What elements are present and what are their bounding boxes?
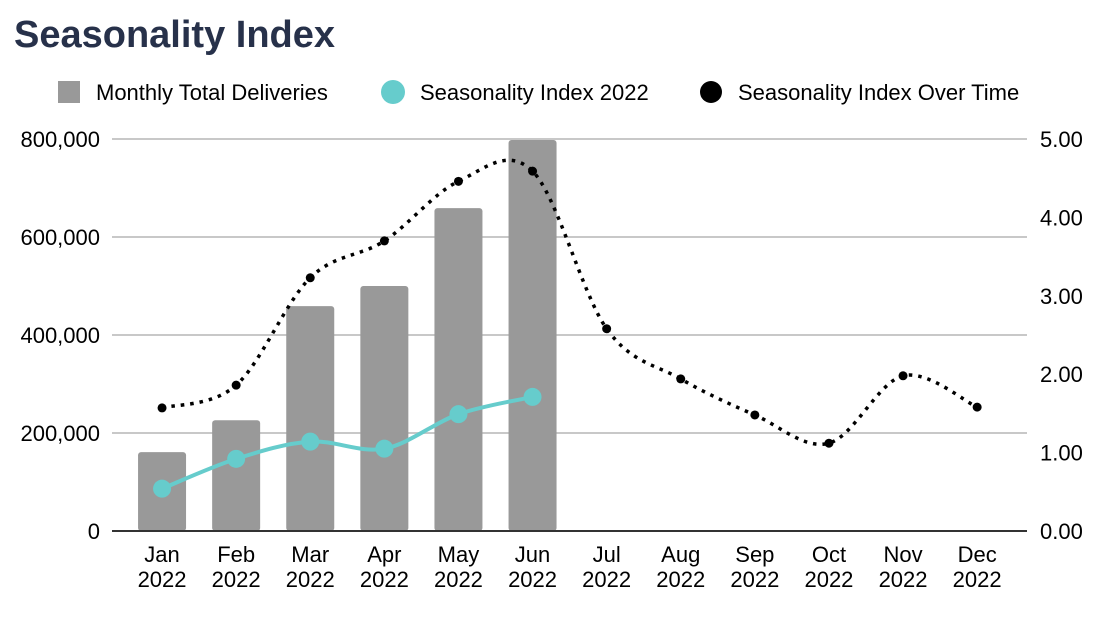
point-over-time (824, 438, 834, 448)
bar (286, 306, 335, 531)
y-left-tick-label: 800,000 (20, 127, 100, 152)
x-tick-label: Aug 2022 (656, 542, 705, 592)
y-right-tick-label: 3.00 (1040, 284, 1083, 309)
legend-label: Monthly Total Deliveries (96, 80, 328, 105)
point-2022 (449, 405, 468, 424)
y-left-tick-label: 0 (88, 519, 100, 544)
point-over-time (157, 403, 167, 413)
point-over-time (898, 371, 908, 381)
point-2022 (153, 479, 172, 498)
y-right-tick-label: 4.00 (1040, 205, 1083, 230)
point-over-time (379, 236, 389, 246)
x-tick-label: Nov 2022 (879, 542, 928, 592)
point-2022 (301, 432, 320, 451)
legend-swatch-2022 (381, 80, 405, 104)
chart-title: Seasonality Index (14, 14, 336, 56)
x-tick-label: Jul 2022 (582, 542, 631, 592)
point-over-time (305, 273, 315, 283)
x-tick-label: Dec 2022 (953, 542, 1002, 592)
point-over-time (676, 374, 686, 384)
x-tick-label: May 2022 (434, 542, 483, 592)
legend-label: Seasonality Index 2022 (420, 80, 649, 105)
y-left-tick-label: 400,000 (20, 323, 100, 348)
x-tick-label: Jan 2022 (138, 542, 187, 592)
legend-swatch-over-time (700, 81, 722, 103)
x-tick-label: Jun 2022 (508, 542, 557, 592)
legend-swatch-deliveries (58, 81, 80, 103)
y-left-tick-label: 600,000 (20, 225, 100, 250)
point-over-time (750, 410, 760, 420)
point-over-time (231, 380, 241, 390)
y-right-tick-label: 2.00 (1040, 362, 1083, 387)
bar (212, 420, 261, 531)
series-line-over-time (161, 158, 978, 447)
legend-label: Seasonality Index Over Time (738, 80, 1019, 105)
x-tick-label: Oct 2022 (804, 542, 853, 592)
y-right-tick-label: 1.00 (1040, 441, 1083, 466)
point-2022 (375, 439, 394, 458)
y-right-tick-label: 0.00 (1040, 519, 1083, 544)
y-right-tick-label: 5.00 (1040, 127, 1083, 152)
point-over-time (453, 176, 463, 186)
y-left-tick-label: 200,000 (20, 421, 100, 446)
x-tick-label: Feb 2022 (212, 542, 261, 592)
point-over-time (528, 166, 538, 176)
point-over-time (972, 402, 982, 412)
point-over-time (602, 324, 612, 334)
bar (360, 286, 409, 531)
x-tick-label: Mar 2022 (286, 542, 335, 592)
x-tick-label: Sep 2022 (730, 542, 779, 592)
x-tick-label: Apr 2022 (360, 542, 409, 592)
bar (508, 139, 557, 532)
point-2022 (523, 387, 542, 406)
point-2022 (227, 449, 246, 468)
bar (434, 208, 483, 531)
